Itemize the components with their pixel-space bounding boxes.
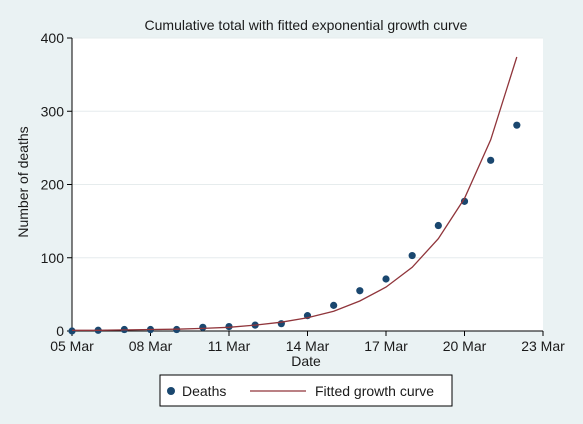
x-tick-label: 11 Mar [208,338,251,354]
chart-title: Cumulative total with fitted exponential… [145,17,468,33]
data-point-deaths [408,251,416,260]
y-tick-label: 0 [56,323,64,339]
x-tick-label: 20 Mar [443,338,487,354]
y-tick-label: 100 [41,250,65,266]
y-tick-label: 400 [41,30,65,46]
legend-marker-deaths [167,387,175,395]
legend-label-deaths: Deaths [182,383,226,399]
data-point-deaths [68,327,76,335]
data-point-deaths [330,301,338,309]
legend: Deaths Fitted growth curve [159,374,453,407]
x-tick-label: 17 Mar [364,338,408,354]
series-layer [68,56,521,335]
series-line-fitted-growth-curve [72,56,518,331]
axes-layer: 0 100 200 300 400 05 Mar 08 Mar 11 Mar 14 Mar 17 … [41,30,565,354]
x-tick-label: 08 Mar [129,338,173,354]
data-point-deaths [513,121,521,129]
data-point-deaths [460,197,469,205]
y-tick-label: 300 [41,103,65,119]
data-point-deaths [225,323,233,331]
data-point-deaths [487,156,495,164]
x-axis-title: Date [291,353,321,369]
legend-label-fitted-growth-curve: Fitted growth curve [315,383,434,399]
x-tick-label: 23 Mar [521,338,565,354]
data-point-deaths [356,287,364,295]
x-tick-label: 05 Mar [50,338,94,354]
y-tick-label: 200 [41,177,65,193]
data-point-deaths [434,221,442,230]
y-axis-title: Number of deaths [15,126,31,237]
x-tick-label: 14 Mar [286,338,330,354]
data-point-deaths [382,275,390,283]
data-point-deaths [199,323,207,331]
